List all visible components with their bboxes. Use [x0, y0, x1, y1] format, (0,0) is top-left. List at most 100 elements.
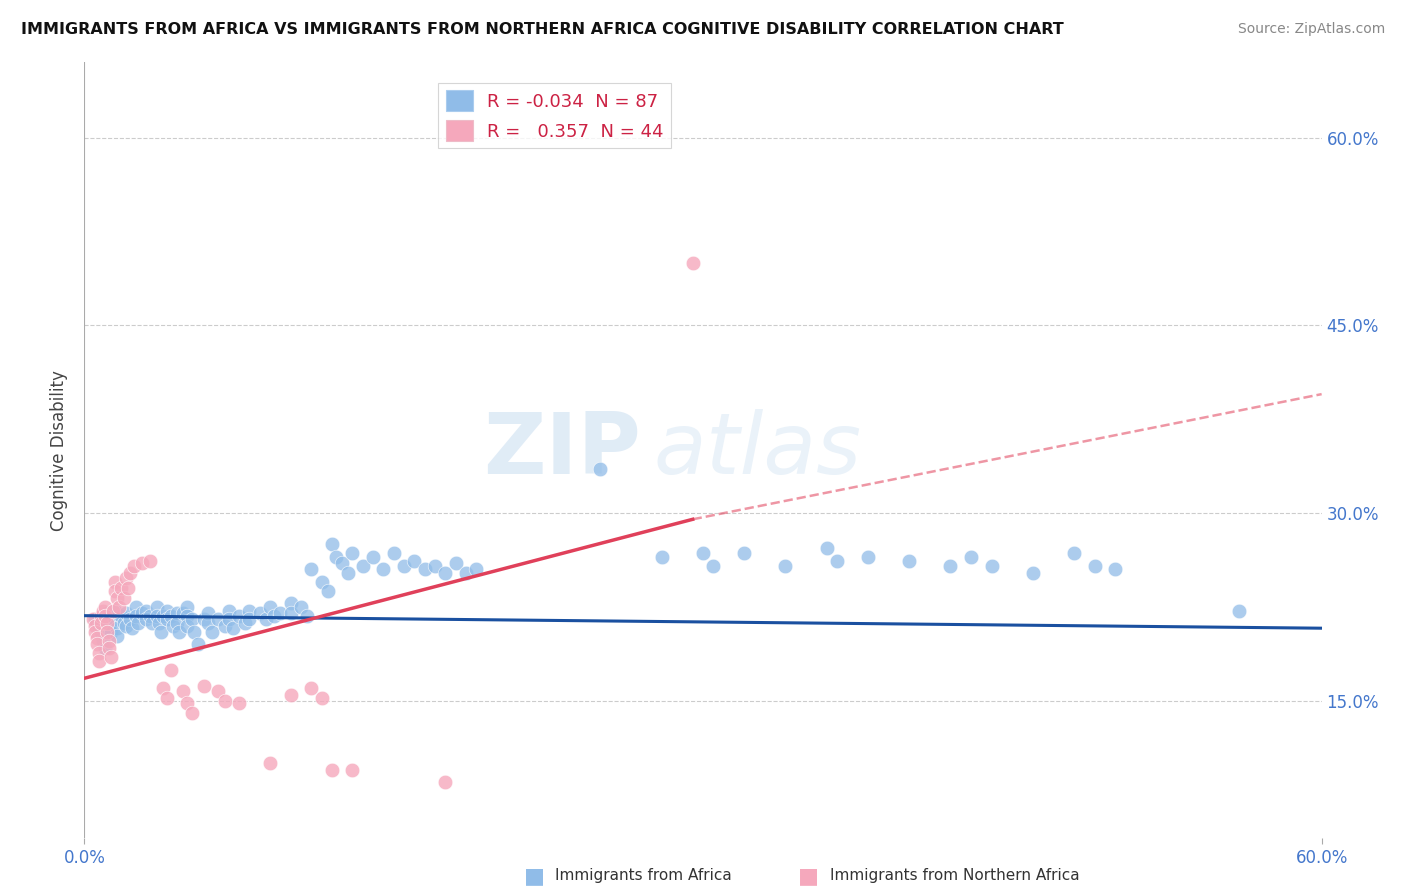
Point — [330, 556, 353, 570]
Point — [682, 256, 704, 270]
Point — [172, 606, 194, 620]
Point — [105, 621, 128, 635]
Point — [1104, 562, 1126, 576]
Point — [176, 608, 198, 623]
Point — [139, 553, 162, 567]
Point — [361, 549, 384, 564]
Point — [83, 612, 105, 626]
Point — [1084, 558, 1107, 573]
Point — [100, 624, 122, 639]
Point — [127, 616, 149, 631]
Point — [207, 612, 229, 626]
Point — [218, 604, 240, 618]
Point — [96, 624, 118, 639]
Point — [172, 683, 194, 698]
Point — [280, 688, 302, 702]
Point — [1063, 546, 1085, 560]
Point — [96, 606, 118, 620]
Point — [325, 549, 347, 564]
Point — [104, 612, 127, 626]
Point — [299, 681, 322, 696]
Point — [166, 616, 188, 631]
Legend: R = -0.034  N = 87, R =   0.357  N = 44: R = -0.034 N = 87, R = 0.357 N = 44 — [439, 83, 671, 148]
Point — [382, 546, 405, 560]
Point — [94, 641, 117, 656]
Point — [392, 558, 415, 573]
Point — [176, 599, 198, 614]
Point — [145, 608, 167, 623]
Point — [733, 546, 755, 560]
Point — [94, 599, 117, 614]
Point — [110, 581, 132, 595]
Point — [183, 624, 205, 639]
Point — [222, 621, 245, 635]
Point — [167, 624, 190, 639]
Point — [311, 691, 333, 706]
Y-axis label: Cognitive Disability: Cognitive Disability — [51, 370, 69, 531]
Point — [121, 621, 143, 635]
Point — [337, 566, 360, 581]
Point — [249, 606, 271, 620]
Text: ■: ■ — [799, 866, 818, 886]
Point — [193, 612, 215, 626]
Point — [342, 546, 364, 560]
Point — [98, 633, 121, 648]
Point — [82, 612, 104, 626]
Point — [197, 606, 219, 620]
Point — [112, 616, 135, 631]
Point — [373, 562, 395, 576]
Point — [444, 556, 467, 570]
Point — [465, 562, 488, 576]
Text: IMMIGRANTS FROM AFRICA VS IMMIGRANTS FROM NORTHERN AFRICA COGNITIVE DISABILITY C: IMMIGRANTS FROM AFRICA VS IMMIGRANTS FRO… — [21, 22, 1064, 37]
Point — [98, 618, 121, 632]
Point — [135, 604, 157, 618]
Point — [201, 624, 224, 639]
Point — [112, 591, 135, 606]
Point — [214, 618, 236, 632]
Point — [259, 599, 281, 614]
Point — [589, 462, 612, 476]
Point — [434, 775, 457, 789]
Point — [321, 763, 343, 777]
Point — [269, 606, 291, 620]
Point — [311, 574, 333, 589]
Point — [122, 558, 145, 573]
Point — [898, 553, 921, 567]
Point — [83, 624, 105, 639]
Point — [149, 624, 172, 639]
Point — [299, 562, 322, 576]
Point — [104, 583, 127, 598]
Point — [160, 663, 183, 677]
Point — [125, 608, 148, 623]
Point — [83, 618, 105, 632]
Point — [180, 612, 202, 626]
Point — [939, 558, 962, 573]
Point — [233, 616, 256, 631]
Point — [280, 606, 302, 620]
Point — [94, 608, 117, 623]
Point — [207, 683, 229, 698]
Point — [139, 608, 162, 623]
Point — [434, 566, 457, 581]
Point — [152, 681, 174, 696]
Point — [162, 618, 184, 632]
Point — [295, 608, 318, 623]
Point — [960, 549, 983, 564]
Point — [110, 608, 132, 623]
Point — [254, 612, 277, 626]
Point — [114, 571, 136, 585]
Point — [103, 604, 125, 618]
Point — [114, 618, 136, 632]
Point — [90, 616, 112, 631]
Text: Immigrants from Africa: Immigrants from Africa — [555, 869, 733, 883]
Point — [238, 612, 260, 626]
Point — [342, 763, 364, 777]
Point — [1227, 604, 1250, 618]
Point — [87, 646, 110, 660]
Point — [404, 553, 426, 567]
Text: Immigrants from Northern Africa: Immigrants from Northern Africa — [830, 869, 1080, 883]
Point — [856, 549, 879, 564]
Point — [160, 608, 183, 623]
Point — [228, 696, 250, 710]
Point — [105, 591, 128, 606]
